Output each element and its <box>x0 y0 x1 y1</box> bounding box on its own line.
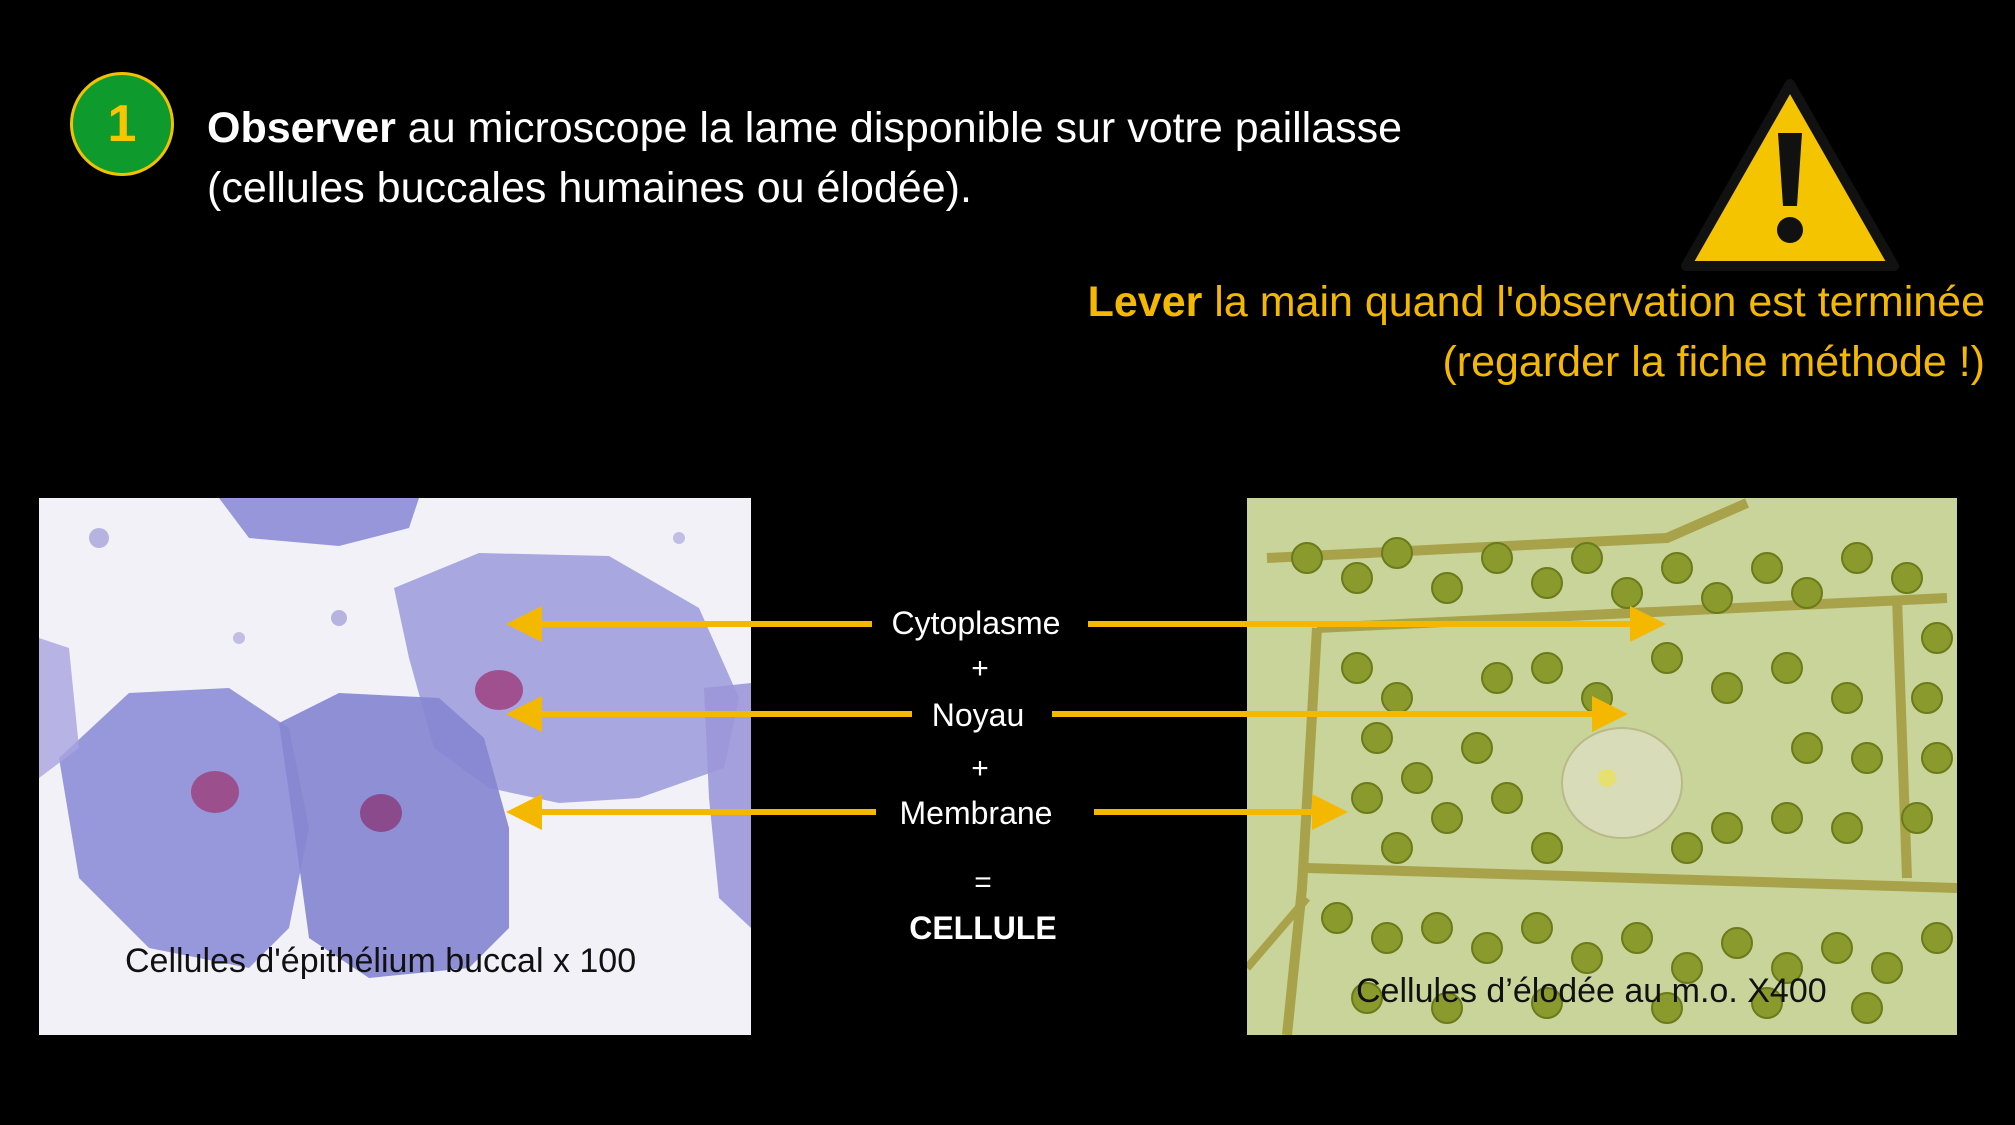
chloroplast <box>1461 732 1493 764</box>
raise-hand-instruction: Lever la main quand l'observation est te… <box>1088 272 1985 392</box>
elodea-cells-caption: Cellules d’élodée au m.o. X400 <box>1356 972 1827 1010</box>
noyau-label: Noyau <box>931 697 1025 733</box>
plus-sign-2: + <box>971 752 989 785</box>
chloroplast <box>1721 927 1753 959</box>
chloroplast <box>1891 562 1923 594</box>
instruction-line1: au microscope la lame disponible sur vot… <box>395 104 1403 152</box>
chloroplast <box>1661 552 1693 584</box>
chloroplast <box>1381 832 1413 864</box>
chloroplast <box>1531 832 1563 864</box>
membrane-label: Membrane <box>899 795 1053 831</box>
chloroplast <box>1621 922 1653 954</box>
lever-verb: Lever <box>1087 278 1203 326</box>
chloroplast <box>1351 782 1383 814</box>
chloroplast <box>1791 577 1823 609</box>
chloroplast <box>1291 542 1323 574</box>
cytoplasme-label: Cytoplasme <box>891 605 1061 641</box>
chloroplast <box>1841 542 1873 574</box>
chloroplast <box>1901 802 1933 834</box>
chloroplast <box>1911 682 1943 714</box>
chloroplast <box>1821 932 1853 964</box>
chloroplast <box>1751 987 1783 1019</box>
chloroplast <box>1851 992 1883 1024</box>
chloroplast <box>1491 782 1523 814</box>
chloroplast <box>1531 987 1563 1019</box>
lever-line1: la main quand l'observation est terminée <box>1202 278 1985 326</box>
chloroplast <box>1431 572 1463 604</box>
chloroplast <box>1351 982 1383 1014</box>
chloroplast <box>1371 922 1403 954</box>
chloroplast <box>1471 932 1503 964</box>
instruction-text: Observer au microscope la lame disponibl… <box>207 98 1402 218</box>
chloroplast <box>1791 732 1823 764</box>
chloroplast <box>1571 942 1603 974</box>
chloroplast <box>1481 542 1513 574</box>
chloroplast <box>1431 802 1463 834</box>
instruction-line2: (cellules buccales humaines ou élodée). <box>207 164 972 212</box>
chloroplast <box>1921 742 1953 774</box>
chloroplast <box>1771 952 1803 984</box>
chloroplast <box>1771 802 1803 834</box>
buccal-cells-image <box>39 498 751 1035</box>
warning-triangle-icon <box>1681 79 1899 271</box>
equals-sign: = <box>974 866 992 899</box>
step-number-badge: 1 <box>70 72 174 176</box>
chloroplast <box>1831 812 1863 844</box>
chloroplast <box>1671 952 1703 984</box>
chloroplast <box>1651 992 1683 1024</box>
chloroplast <box>1521 912 1553 944</box>
chloroplast <box>1531 652 1563 684</box>
instruction-verb: Observer <box>207 104 396 152</box>
chloroplast <box>1401 762 1433 794</box>
chloroplast <box>1381 537 1413 569</box>
buccal-cells-caption: Cellules d'épithélium buccal x 100 <box>125 942 637 980</box>
chloroplast <box>1751 552 1783 584</box>
chloroplast <box>1531 567 1563 599</box>
elodea-cells-image <box>1247 498 1957 1035</box>
chloroplast <box>1831 682 1863 714</box>
plus-sign-1: + <box>971 652 989 685</box>
cellule-result: CELLULE <box>909 910 1057 946</box>
chloroplast <box>1421 912 1453 944</box>
lever-line2: (regarder la fiche méthode !) <box>1442 338 1985 386</box>
chloroplast <box>1611 577 1643 609</box>
chloroplast <box>1321 902 1353 934</box>
chloroplast <box>1711 672 1743 704</box>
chloroplast <box>1871 952 1903 984</box>
step-number: 1 <box>107 95 137 153</box>
chloroplast <box>1581 682 1613 714</box>
chloroplast <box>1431 992 1463 1024</box>
chloroplast <box>1571 542 1603 574</box>
chloroplast <box>1851 742 1883 774</box>
chloroplast <box>1711 812 1743 844</box>
chloroplast <box>1651 642 1683 674</box>
chloroplast <box>1381 682 1413 714</box>
chloroplast <box>1341 652 1373 684</box>
chloroplast <box>1771 652 1803 684</box>
chloroplast <box>1921 622 1953 654</box>
chloroplast <box>1481 662 1513 694</box>
chloroplast <box>1701 582 1733 614</box>
chloroplast <box>1921 922 1953 954</box>
chloroplast <box>1671 832 1703 864</box>
chloroplast <box>1341 562 1373 594</box>
chloroplast <box>1361 722 1393 754</box>
